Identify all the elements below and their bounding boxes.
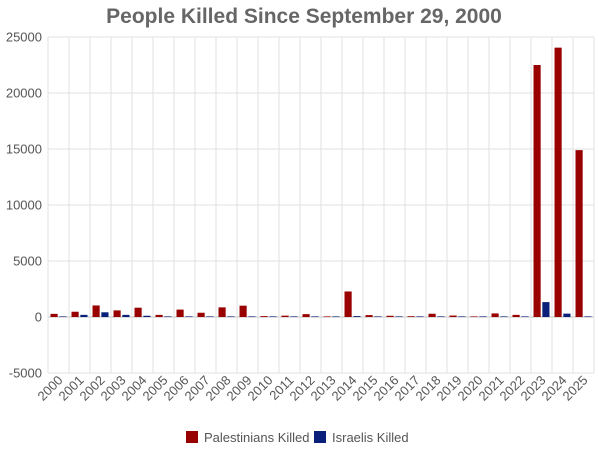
bar-palestinians-2002 [92,305,100,317]
bar-palestinians-2021 [491,313,499,317]
bar-palestinians-2003 [113,310,121,317]
legend-swatch [314,431,326,443]
bar-palestinians-2020 [470,316,478,317]
bar-israelis-2013 [332,316,340,317]
bar-palestinians-2004 [134,307,142,317]
bar-palestinians-2024 [554,47,562,317]
bar-palestinians-2014 [344,291,352,317]
y-tick-label: 15000 [6,142,42,157]
legend-label: Palestinians Killed [204,430,310,445]
bar-palestinians-2010 [260,316,268,317]
bar-palestinians-2011 [281,315,289,317]
bar-israelis-2023 [542,302,550,317]
bar-israelis-2021 [500,316,508,317]
bar-israelis-2007 [206,316,214,317]
bar-palestinians-2006 [176,309,184,317]
bar-israelis-2006 [185,316,193,317]
bar-israelis-2004 [143,315,151,317]
bar-palestinians-2023 [533,65,541,317]
y-tick-label: 0 [35,310,42,325]
bar-palestinians-2018 [428,313,436,317]
y-tick-label: -5000 [9,366,42,381]
bar-palestinians-2019 [449,315,457,317]
bar-palestinians-2022 [512,314,520,317]
bar-palestinians-2008 [218,307,226,317]
bar-israelis-2010 [269,316,277,317]
y-tick-label: 25000 [6,30,42,45]
y-tick-label: 10000 [6,198,42,213]
bar-palestinians-2007 [197,312,205,317]
legend-swatch [186,431,198,443]
bar-palestinians-2012 [302,314,310,317]
bar-israelis-2000 [59,316,67,317]
bar-israelis-2009 [248,316,256,317]
bar-israelis-2008 [227,316,235,317]
y-axis-ticks: 25000 20000 15000 10000 5000 0 -5000 [6,30,42,381]
bar-israelis-2014 [353,316,361,317]
y-tick-label: 5000 [13,254,42,269]
bar-palestinians-2000 [50,313,58,317]
bar-palestinians-2001 [71,311,79,317]
bars [50,47,592,317]
bar-israelis-2017 [416,316,424,317]
bar-israelis-2005 [164,316,172,317]
bar-palestinians-2016 [386,315,394,317]
bar-israelis-2001 [80,314,88,317]
bar-israelis-2015 [374,316,382,317]
bar-israelis-2012 [311,316,319,317]
bar-israelis-2025 [584,316,592,317]
x-axis-ticks: 2000200120022003200420052006200720082009… [35,373,591,404]
bar-palestinians-2017 [407,316,415,317]
legend: Palestinians Killed Israelis Killed [186,430,409,445]
legend-label: Israelis Killed [332,430,409,445]
x-tick-label: 2025 [560,373,591,404]
bar-israelis-2019 [458,316,466,317]
bar-palestinians-2013 [323,316,331,317]
bar-israelis-2011 [290,316,298,317]
bar-palestinians-2009 [239,305,247,317]
chart-title: People Killed Since September 29, 2000 [106,5,502,28]
bar-israelis-2024 [563,313,571,317]
bar-palestinians-2005 [155,314,163,317]
bar-palestinians-2015 [365,315,373,317]
bar-israelis-2020 [479,316,487,317]
bar-israelis-2018 [437,316,445,317]
grid-lines [47,36,595,374]
bar-israelis-2022 [521,316,529,317]
bar-israelis-2003 [122,314,130,317]
bar-israelis-2002 [101,312,109,317]
bar-israelis-2016 [395,316,403,317]
y-tick-label: 20000 [6,86,42,101]
bar-palestinians-2025 [575,150,583,317]
